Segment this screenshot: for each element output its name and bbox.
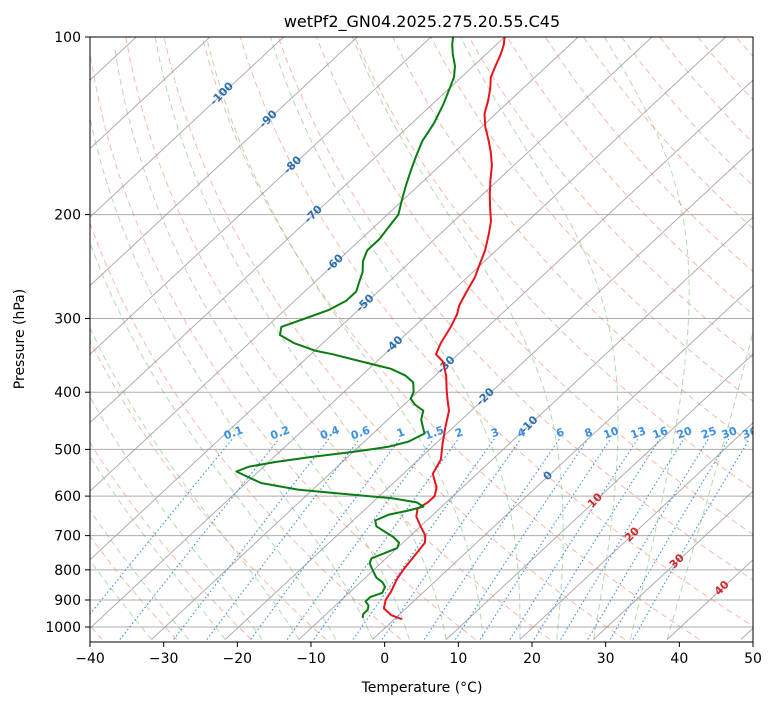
mixing-ratio-label: 3 <box>489 426 501 441</box>
mixing-ratio-label: 2 <box>453 426 465 441</box>
isotherm-line <box>667 37 775 640</box>
dry-adiabat <box>355 37 775 640</box>
isotherm-line <box>520 37 775 640</box>
y-axis-title: Pressure (hPa) <box>12 289 28 389</box>
moist-adiabat <box>84 84 373 640</box>
dry-adiabat <box>317 37 775 640</box>
mixing-ratio-label: 20 <box>675 424 694 442</box>
y-tick-label: 500 <box>54 442 81 458</box>
y-tick-label: 600 <box>54 489 81 505</box>
isotherm-line <box>0 37 63 640</box>
y-tick-label: 900 <box>54 593 81 609</box>
isotherm-line <box>0 37 578 640</box>
x-tick-label: −40 <box>75 651 105 667</box>
mixing-ratio-label: 1 <box>395 426 407 441</box>
x-tick-label: −30 <box>149 651 179 667</box>
mixing-ratio-line <box>174 439 329 640</box>
dry-adiabat <box>622 37 775 640</box>
x-tick-label: 40 <box>670 651 688 667</box>
y-tick-label: 200 <box>54 208 81 224</box>
mixing-ratio-label: 8 <box>583 426 595 441</box>
y-tick-label: 300 <box>54 312 81 328</box>
dry-adiabat <box>698 37 775 640</box>
isotherm-line <box>0 37 357 640</box>
dry-adiabat <box>583 37 775 640</box>
background-lines <box>0 37 775 640</box>
dry-adiabat <box>0 37 251 640</box>
mixing-ratio-line <box>207 439 360 640</box>
mixing-ratio-label: 13 <box>629 424 648 441</box>
isotherm-line <box>373 37 775 640</box>
mixing-ratio-line <box>251 439 400 640</box>
x-tick-label: 50 <box>744 651 762 667</box>
mixing-ratio-line <box>287 439 434 640</box>
x-tick-label: 10 <box>449 651 467 667</box>
mixing-ratio-line <box>534 439 660 640</box>
mixing-ratio-label: 36 <box>740 424 759 442</box>
y-tick-label: 1000 <box>45 620 81 636</box>
moist-adiabat <box>667 37 775 640</box>
dry-adiabat <box>660 37 775 640</box>
mixing-ratio-label: 25 <box>699 424 718 441</box>
dry-adiabat <box>545 37 775 640</box>
mixing-ratio-label: 16 <box>651 424 670 442</box>
dry-adiabat <box>431 37 775 640</box>
mixing-ratio-label: 0.2 <box>269 424 292 443</box>
chart-title: wetPf2_GN04.2025.275.20.55.C45 <box>284 12 560 32</box>
moist-adiabat <box>115 50 410 640</box>
isotherm-line <box>0 37 284 640</box>
mixing-ratio-line <box>382 439 521 640</box>
x-tick-label: 0 <box>380 651 389 667</box>
isotherm-line <box>4 37 652 640</box>
x-tick-label: −20 <box>223 651 253 667</box>
mixing-ratio-label: 30 <box>720 424 739 442</box>
isotherm-line <box>594 37 775 640</box>
y-tick-label: 700 <box>54 529 81 545</box>
x-axis-title: Temperature (°C) <box>361 680 483 696</box>
mixing-ratio-label: 0.6 <box>349 423 372 442</box>
isotherm-line <box>225 37 775 640</box>
x-tick-label: 20 <box>523 651 541 667</box>
isotherm-line <box>152 37 775 640</box>
mixing-ratio-line <box>633 439 750 640</box>
profile-lines <box>236 37 504 619</box>
y-tick-label: 100 <box>54 30 81 46</box>
mixing-ratio-line <box>588 439 709 640</box>
dry-adiabat <box>240 37 774 640</box>
y-tick-label: 800 <box>54 563 81 579</box>
isotherm-line <box>0 37 505 640</box>
y-tick-label: 400 <box>54 385 81 401</box>
dry-adiabat <box>11 37 326 640</box>
mixing-ratio-line <box>353 439 494 640</box>
dry-adiabat <box>393 37 775 640</box>
moist-adiabat <box>0 195 188 640</box>
mixing-ratio-line <box>455 439 588 640</box>
isotherm-line <box>0 37 431 640</box>
mixing-ratio-line <box>120 439 279 640</box>
isotherm-line <box>299 37 775 640</box>
dry-adiabat <box>50 37 401 640</box>
isotherm-line <box>741 37 775 640</box>
x-tick-label: 30 <box>597 651 615 667</box>
mixing-ratio-line <box>70 439 233 640</box>
mixing-ratio-label: 0.4 <box>318 423 341 442</box>
dry-adiabat <box>88 37 476 640</box>
moist-adiabat <box>353 37 564 640</box>
mixing-ratio-label: 0.1 <box>222 424 245 443</box>
moist-adiabat <box>155 37 446 640</box>
isotherm-label: -100 <box>207 79 236 108</box>
x-tick-label: −10 <box>296 651 326 667</box>
mixing-ratio-line <box>510 439 638 640</box>
isotherm-line <box>446 37 775 640</box>
dry-adiabat <box>202 37 699 640</box>
mixing-ratio-line <box>561 439 684 640</box>
moist-adiabat <box>206 37 483 640</box>
axes: −40 −30 −20 −10 0 10 20 30 40 50 100 200 300 400 500 60… <box>45 30 762 667</box>
dry-adiabat <box>736 37 775 640</box>
